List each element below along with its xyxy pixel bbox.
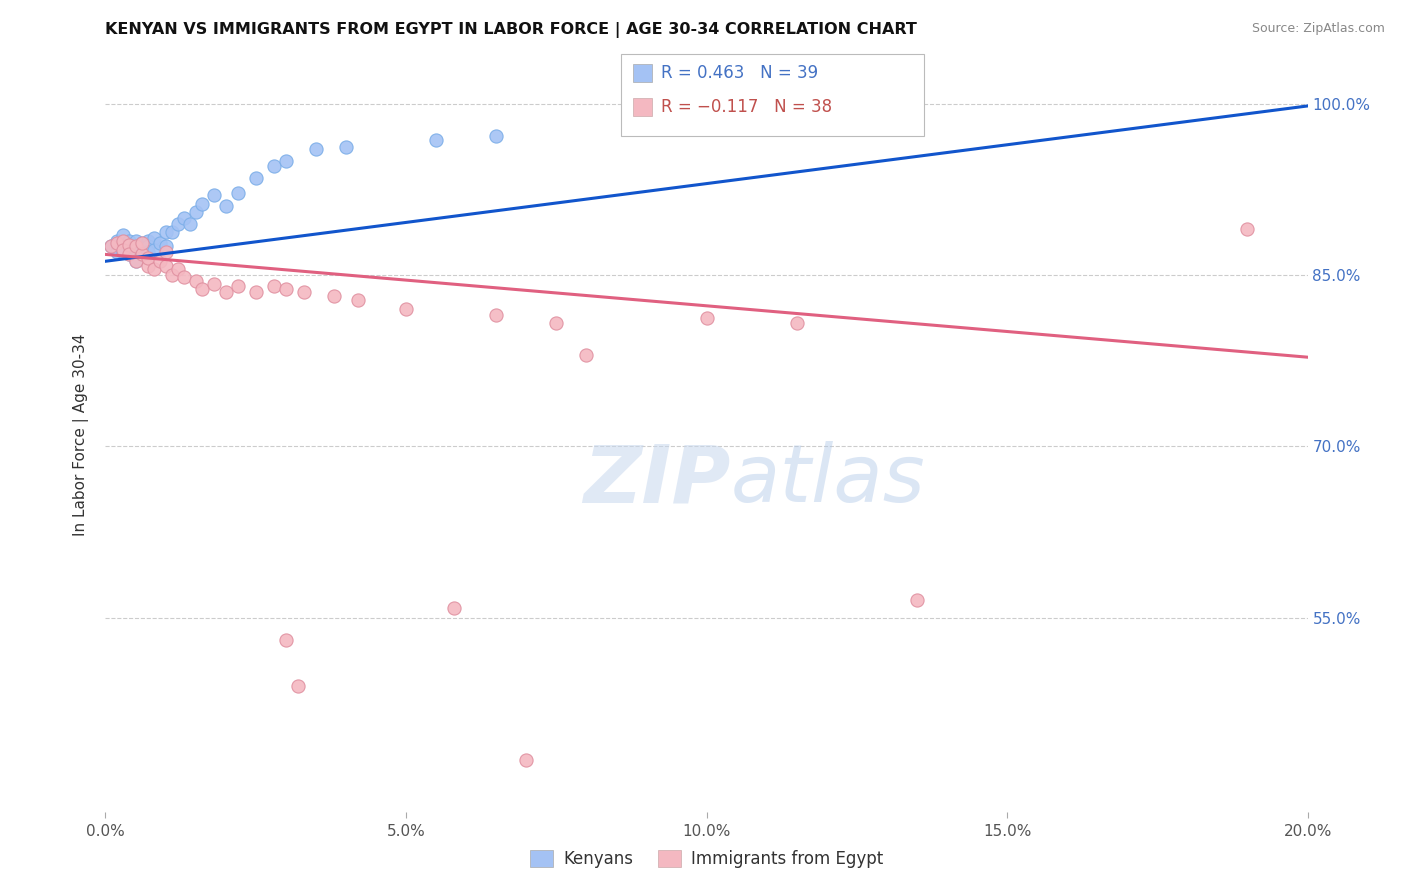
Point <box>263 279 285 293</box>
Point <box>124 254 146 268</box>
Point <box>190 282 212 296</box>
Point <box>696 311 718 326</box>
Text: KENYAN VS IMMIGRANTS FROM EGYPT IN LABOR FORCE | AGE 30-34 CORRELATION CHART: KENYAN VS IMMIGRANTS FROM EGYPT IN LABOR… <box>105 22 917 38</box>
Point <box>118 238 141 252</box>
Point <box>425 133 447 147</box>
Point <box>305 142 328 156</box>
Point <box>112 234 135 248</box>
Point <box>124 239 146 253</box>
Point <box>184 205 207 219</box>
Point <box>155 239 177 253</box>
Point <box>226 279 249 293</box>
Point <box>112 239 135 253</box>
Point <box>155 225 177 239</box>
Point <box>226 186 249 200</box>
Point <box>166 262 188 277</box>
Point <box>107 234 129 248</box>
Point <box>347 293 370 307</box>
Point <box>142 243 165 257</box>
Point <box>245 285 267 299</box>
Point <box>274 153 297 168</box>
Point <box>124 254 146 268</box>
Point <box>136 245 159 260</box>
Point <box>485 128 508 143</box>
Point <box>485 308 508 322</box>
Point <box>184 274 207 288</box>
Point <box>905 593 928 607</box>
Point <box>124 234 146 248</box>
Point <box>274 633 297 648</box>
Point <box>100 239 122 253</box>
Legend: Kenyans, Immigrants from Egypt: Kenyans, Immigrants from Egypt <box>523 844 890 875</box>
Point <box>107 235 129 250</box>
Point <box>148 254 170 268</box>
Point <box>142 231 165 245</box>
Point <box>118 247 141 261</box>
Point <box>263 160 285 174</box>
Point <box>245 170 267 185</box>
Point <box>179 217 201 231</box>
Point <box>148 235 170 250</box>
Point <box>173 270 195 285</box>
Text: atlas: atlas <box>731 441 925 519</box>
Point <box>786 316 808 330</box>
Point <box>142 262 165 277</box>
Point <box>136 259 159 273</box>
Point <box>131 247 153 261</box>
Point <box>173 211 195 225</box>
Point <box>118 234 141 248</box>
Text: Source: ZipAtlas.com: Source: ZipAtlas.com <box>1251 22 1385 36</box>
Point <box>214 285 236 299</box>
Point <box>214 199 236 213</box>
Point <box>335 140 357 154</box>
Point <box>292 285 315 299</box>
Point <box>131 247 153 261</box>
Point <box>100 239 122 253</box>
Point <box>124 243 146 257</box>
Point <box>118 247 141 261</box>
Point <box>322 288 344 302</box>
Point <box>1236 222 1258 236</box>
Point <box>515 753 537 767</box>
Point <box>755 113 778 128</box>
Point <box>546 316 568 330</box>
Point <box>155 245 177 260</box>
Point <box>136 239 159 253</box>
Point <box>112 245 135 260</box>
Text: R = 0.463   N = 39: R = 0.463 N = 39 <box>661 64 818 82</box>
Text: ZIP: ZIP <box>583 441 731 519</box>
Point <box>131 235 153 250</box>
Point <box>202 188 225 202</box>
Point <box>395 302 418 317</box>
Point <box>443 601 465 615</box>
Point <box>274 282 297 296</box>
Point <box>202 277 225 292</box>
Point <box>136 251 159 265</box>
Point <box>166 217 188 231</box>
Point <box>636 105 658 120</box>
Point <box>287 679 309 693</box>
Point <box>131 235 153 250</box>
Point <box>155 259 177 273</box>
Point <box>160 268 183 282</box>
Point <box>107 245 129 260</box>
Point <box>112 243 135 257</box>
Point <box>190 197 212 211</box>
Text: R = −0.117   N = 38: R = −0.117 N = 38 <box>661 98 832 116</box>
Y-axis label: In Labor Force | Age 30-34: In Labor Force | Age 30-34 <box>73 334 90 536</box>
Point <box>112 227 135 242</box>
Point <box>160 225 183 239</box>
Point <box>575 348 598 362</box>
Point <box>136 234 159 248</box>
